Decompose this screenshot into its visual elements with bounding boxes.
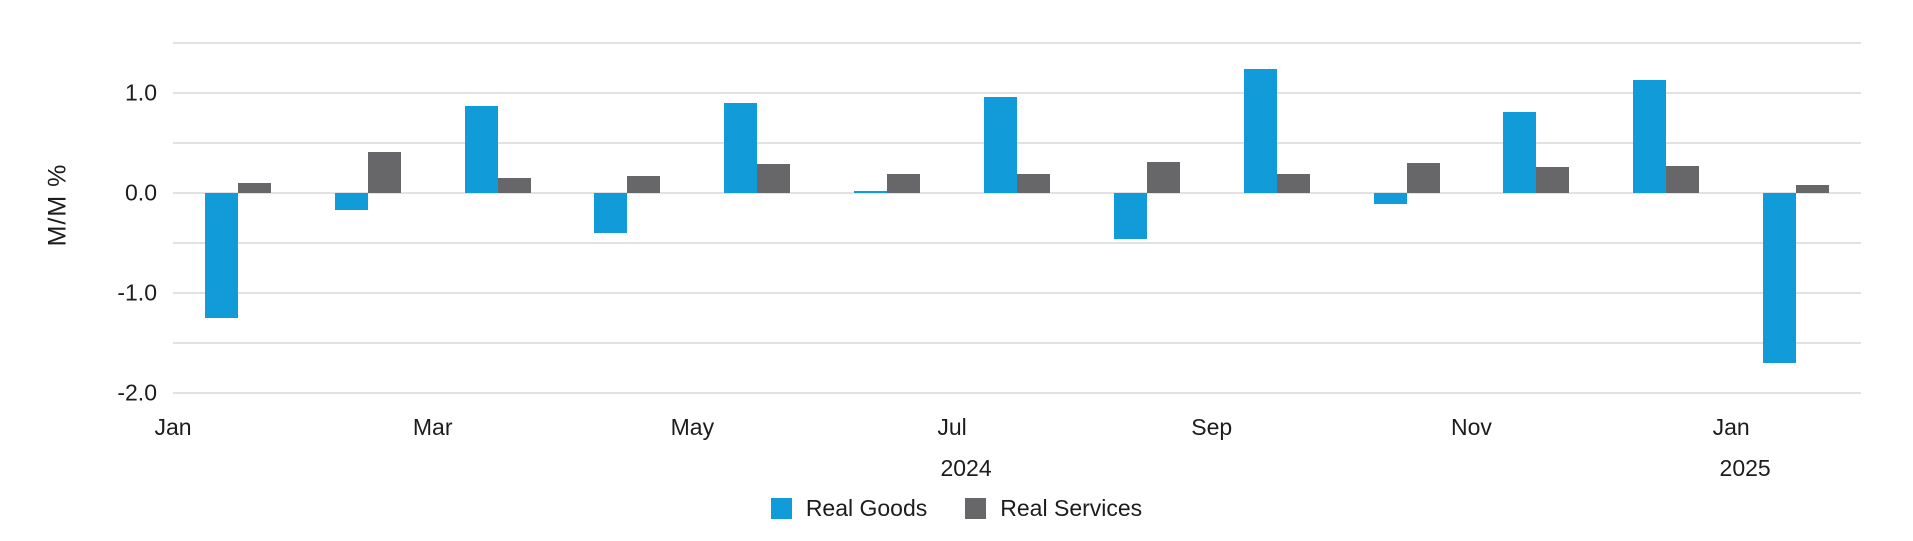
bar-real-services-mar-2024 [497,178,531,193]
x-tick-label: Jan [154,414,192,440]
x-tick-label: May [670,414,715,440]
bar-real-goods-nov-2024 [1503,112,1537,193]
y-axis-tick-labels: 1.0 0.0 -1.0 -2.0 [87,43,157,406]
x-year-label: 2024 [940,455,992,481]
gridline [173,142,1861,144]
legend-swatch-real-goods-icon [770,497,792,519]
gridline [173,392,1861,394]
bar-real-goods-jan-2025 [1763,193,1797,363]
bar-real-services-apr-2024 [627,176,661,193]
bar-real-goods-mar-2024 [464,106,498,193]
bar-real-services-oct-2024 [1406,163,1440,193]
bar-real-services-jun-2024 [887,174,921,193]
plot-area [173,42,1861,394]
x-year-label: 2025 [1719,455,1771,481]
gridline [173,242,1861,244]
x-tick-label: Nov [1451,414,1492,440]
legend-swatch-real-services-icon [965,497,987,519]
bar-real-goods-aug-2024 [1113,193,1147,239]
x-tick-label: Jul [937,414,967,440]
gridline [173,192,1861,194]
bar-real-services-jan-2024 [237,183,271,193]
bar-real-services-dec-2024 [1666,166,1700,193]
x-tick-label: Mar [412,414,453,440]
bar-real-goods-apr-2024 [594,193,628,233]
bar-real-goods-jun-2024 [854,191,888,193]
bar-real-goods-jan-2024 [204,193,238,318]
bar-real-goods-oct-2024 [1373,193,1407,204]
bar-real-goods-dec-2024 [1633,80,1667,193]
bar-real-goods-jul-2024 [984,97,1017,193]
legend-item-real-goods: Real Goods [770,494,928,522]
bar-real-services-feb-2024 [367,152,401,193]
gridline [173,292,1861,294]
bar-real-services-may-2024 [757,164,791,193]
y-tick-label: -1.0 [117,279,157,306]
gridline [173,92,1861,94]
bar-real-services-jul-2024 [1017,174,1050,193]
bar-real-goods-sep-2024 [1243,69,1277,193]
x-tick-label: Sep [1191,414,1233,440]
y-tick-label: 0.0 [125,179,157,206]
bar-real-goods-may-2024 [724,103,758,193]
y-tick-label: 1.0 [125,79,157,106]
bar-real-services-sep-2024 [1276,174,1310,193]
bar-real-services-nov-2024 [1536,167,1570,193]
x-tick-label: Jan [1712,414,1750,440]
bar-real-goods-feb-2024 [334,193,368,210]
legend: Real Goods Real Services [0,492,1913,524]
gridline [173,42,1861,44]
legend-item-real-services: Real Services [965,495,1142,522]
legend-label-real-goods: Real Goods [805,494,928,521]
bar-real-services-aug-2024 [1146,162,1180,193]
legend-label-real-services: Real Services [1000,494,1143,521]
y-tick-label: -2.0 [117,379,157,406]
gridline [173,342,1861,344]
bar-real-services-jan-2025 [1796,185,1830,193]
